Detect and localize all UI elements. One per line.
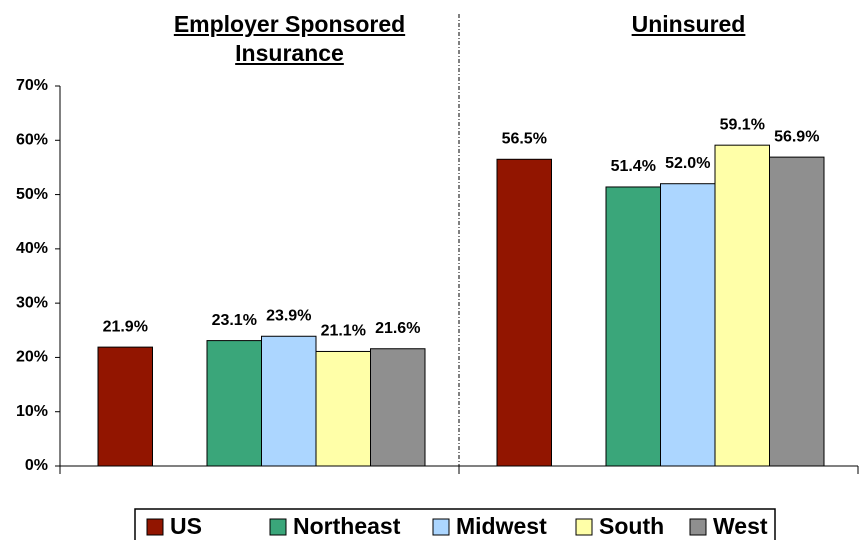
- data-label: 51.4%: [611, 158, 656, 175]
- legend-label: South: [599, 513, 664, 539]
- y-tick-label: 60%: [16, 132, 48, 149]
- legend-label: US: [170, 513, 202, 539]
- legend-swatch: [269, 518, 287, 536]
- y-tick-label: 30%: [16, 294, 48, 311]
- y-tick-label: 50%: [16, 186, 48, 203]
- legend-box: [134, 508, 776, 540]
- legend-label: Midwest: [456, 513, 547, 539]
- bar: [370, 348, 426, 467]
- bar: [97, 346, 153, 467]
- data-label: 56.9%: [774, 128, 819, 145]
- y-tick-label: 20%: [16, 349, 48, 366]
- legend-label: West: [713, 513, 768, 539]
- bar: [605, 186, 661, 467]
- group-title: Employer Sponsored Insurance: [173, 11, 406, 66]
- y-tick-label: 40%: [16, 240, 48, 257]
- legend-swatch: [146, 518, 164, 536]
- group-title: Uninsured: [631, 11, 746, 37]
- data-label: 23.1%: [212, 312, 257, 329]
- y-tick-label: 70%: [16, 77, 48, 94]
- data-label: 23.9%: [266, 307, 311, 324]
- data-label: 59.1%: [720, 116, 765, 133]
- data-label: 52.0%: [665, 155, 710, 172]
- legend-swatch: [575, 518, 593, 536]
- bar: [261, 335, 317, 467]
- legend-label: Northeast: [293, 513, 401, 539]
- data-label: 56.5%: [502, 131, 547, 148]
- data-label: 21.6%: [375, 320, 420, 337]
- y-tick-label: 0%: [25, 457, 48, 474]
- bar: [660, 183, 716, 467]
- bar: [714, 144, 770, 467]
- bar: [206, 340, 262, 467]
- legend-swatch: [689, 518, 707, 536]
- y-tick-label: 10%: [16, 403, 48, 420]
- data-label: 21.1%: [321, 323, 366, 340]
- legend-swatch: [432, 518, 450, 536]
- bar: [769, 156, 825, 467]
- data-label: 21.9%: [103, 318, 148, 335]
- bar: [496, 158, 552, 467]
- bar: [315, 350, 371, 467]
